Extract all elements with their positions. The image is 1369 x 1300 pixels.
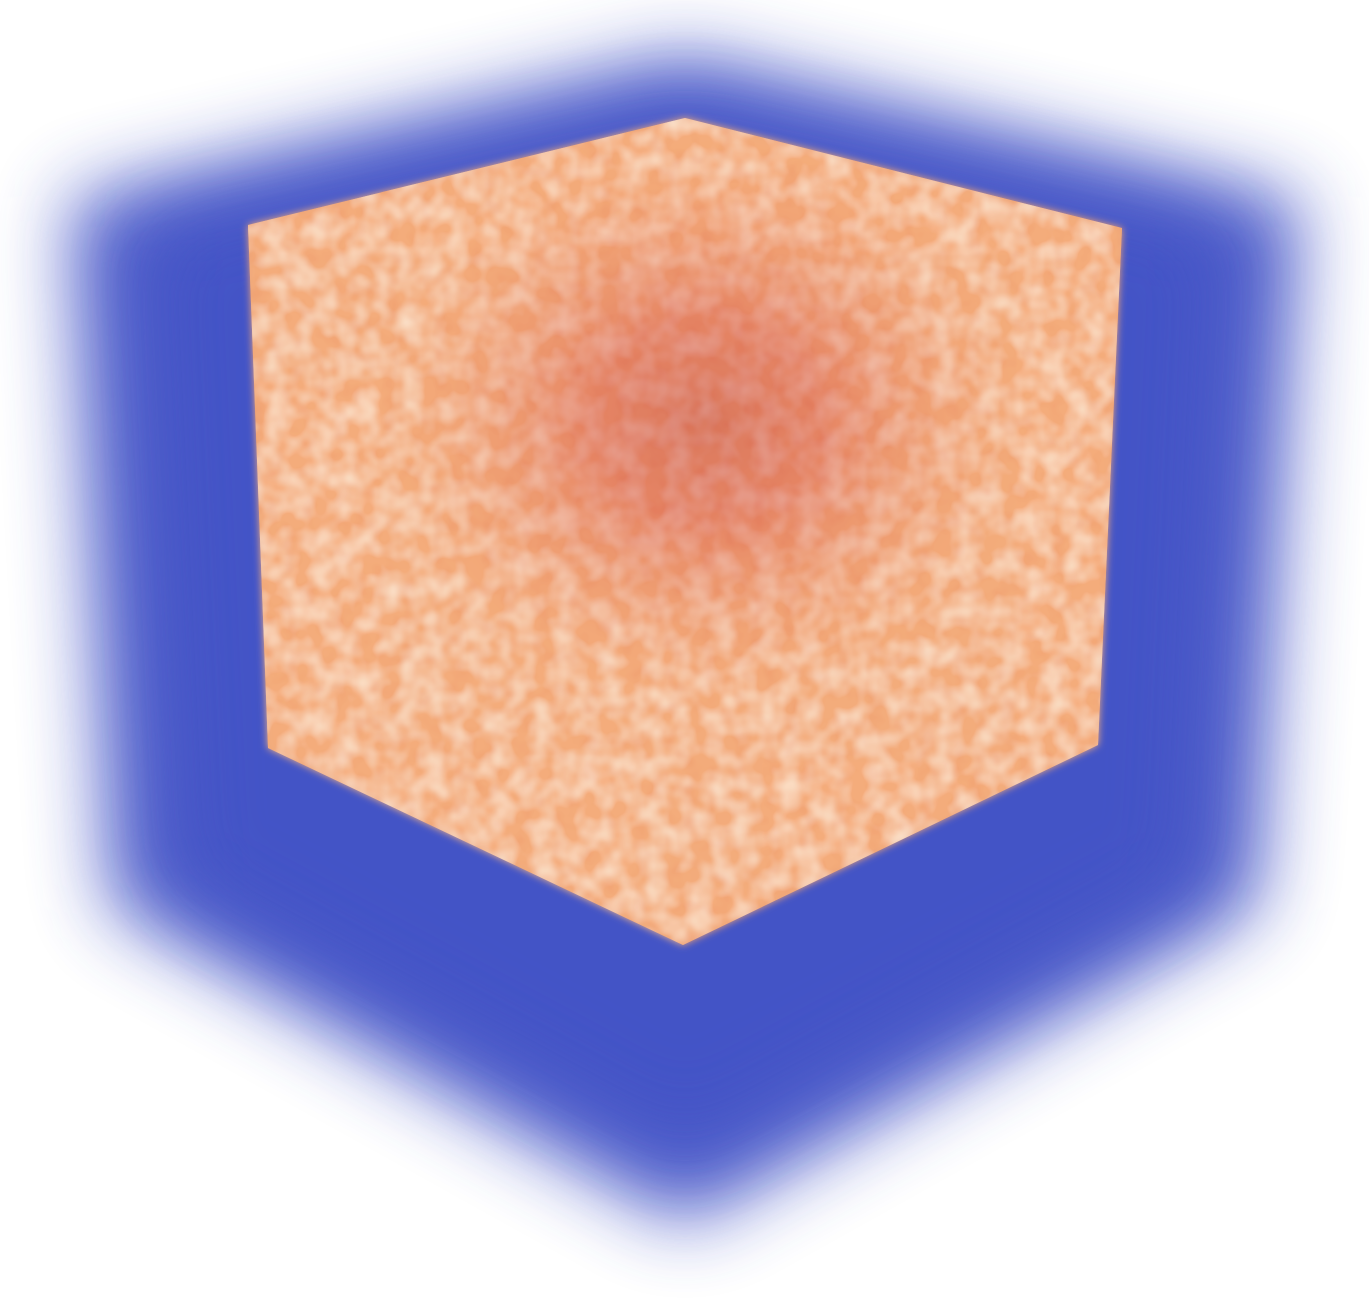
volume-render-canvas: [70, 55, 1300, 1225]
volume-render-svg: [70, 55, 1300, 1225]
